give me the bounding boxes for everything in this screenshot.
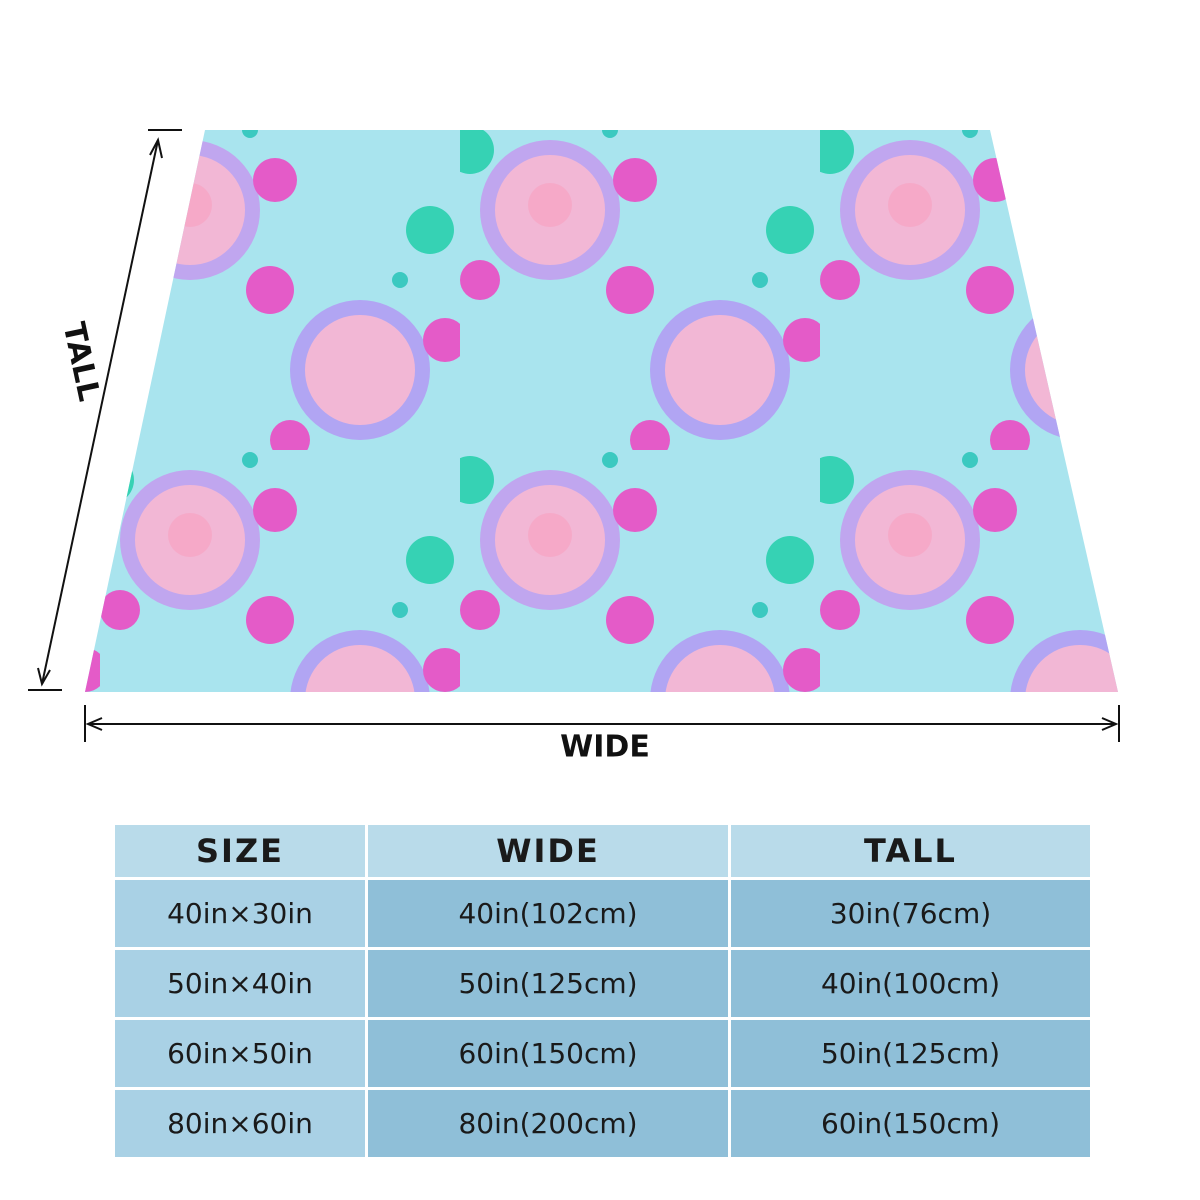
header-cell: WIDE [368, 825, 728, 877]
table-cell: 60in×50in [115, 1020, 365, 1087]
table-cell: 50in×40in [115, 950, 365, 1017]
table-cell: 60in(150cm) [368, 1020, 728, 1087]
size-table: SIZE WIDE TALL 40in×30in 40in(102cm) 30in(76c… [115, 825, 1090, 1157]
table-cell: 50in(125cm) [368, 950, 728, 1017]
illustration: TALL WIDE [28, 129, 1120, 765]
table-cell: 40in×30in [115, 880, 365, 947]
blanket-pattern [85, 130, 1118, 692]
tall-label: TALL [56, 319, 107, 404]
table-cell: 60in(150cm) [731, 1090, 1090, 1157]
wide-label: WIDE [560, 730, 650, 765]
table-cell: 80in×60in [115, 1090, 365, 1157]
table-cell: 40in(100cm) [731, 950, 1090, 1017]
table-cell: 40in(102cm) [368, 880, 728, 947]
table-cell: 50in(125cm) [731, 1020, 1090, 1087]
header-cell: TALL [731, 825, 1090, 877]
tall-arrow [28, 129, 182, 691]
wide-arrow [84, 705, 1120, 742]
table-cell: 80in(200cm) [368, 1090, 728, 1157]
header-cell: SIZE [115, 825, 365, 877]
table-cell: 30in(76cm) [731, 880, 1090, 947]
